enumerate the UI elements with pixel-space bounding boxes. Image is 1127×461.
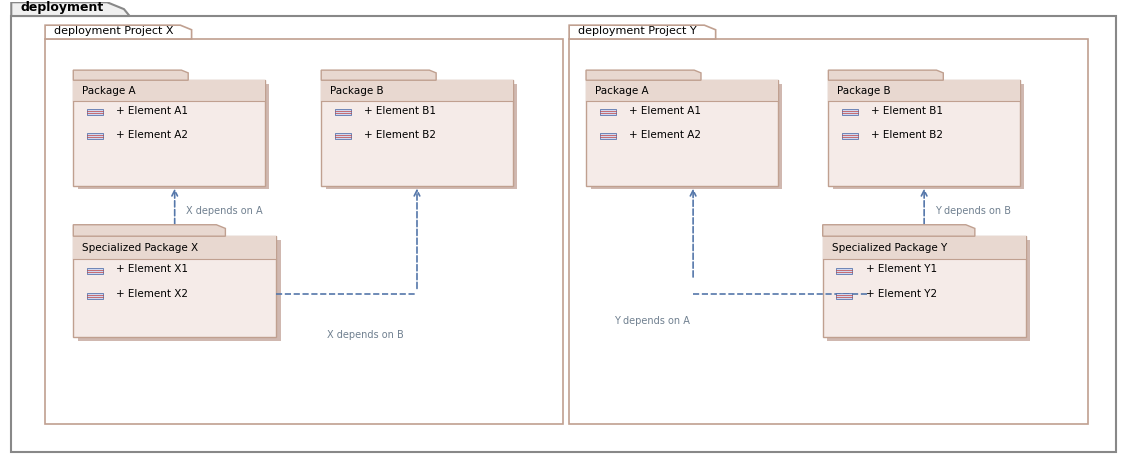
Text: + Element B2: + Element B2 [364,130,436,140]
Polygon shape [569,25,716,39]
FancyBboxPatch shape [73,236,276,337]
FancyBboxPatch shape [87,109,103,115]
Text: + Element A2: + Element A2 [116,130,188,140]
Text: Package A: Package A [595,86,649,95]
Polygon shape [73,70,188,80]
Text: + Element B2: + Element B2 [871,130,943,140]
Polygon shape [586,70,701,80]
FancyBboxPatch shape [586,80,778,101]
FancyBboxPatch shape [321,80,513,101]
FancyBboxPatch shape [78,84,269,189]
FancyBboxPatch shape [827,240,1030,341]
Text: + Element A2: + Element A2 [629,130,701,140]
Text: + Element B1: + Element B1 [871,106,943,116]
FancyBboxPatch shape [73,80,265,186]
Text: X depends on B: X depends on B [327,330,403,340]
Text: X depends on A: X depends on A [186,206,263,216]
Text: deployment: deployment [20,1,104,14]
FancyBboxPatch shape [828,80,1020,101]
Text: Specialized Package X: Specialized Package X [82,242,198,253]
FancyBboxPatch shape [828,80,1020,186]
Polygon shape [828,70,943,80]
FancyBboxPatch shape [836,293,852,299]
Text: Package A: Package A [82,86,136,95]
FancyBboxPatch shape [321,80,513,186]
FancyBboxPatch shape [842,109,858,115]
Text: + Element X2: + Element X2 [116,290,188,300]
FancyBboxPatch shape [842,133,858,139]
FancyBboxPatch shape [87,133,103,139]
Text: + Element A1: + Element A1 [629,106,701,116]
FancyBboxPatch shape [73,236,276,259]
FancyBboxPatch shape [11,16,1116,452]
Text: + Element Y1: + Element Y1 [866,264,937,274]
FancyBboxPatch shape [326,84,517,189]
Text: deployment Project X: deployment Project X [54,26,174,36]
Text: + Element A1: + Element A1 [116,106,188,116]
Text: Specialized Package Y: Specialized Package Y [832,242,947,253]
Text: + Element B1: + Element B1 [364,106,436,116]
Polygon shape [321,70,436,80]
FancyBboxPatch shape [600,133,615,139]
Text: Y depends on A: Y depends on A [614,316,690,326]
FancyBboxPatch shape [823,236,1026,337]
Text: deployment Project Y: deployment Project Y [578,26,696,36]
FancyBboxPatch shape [836,268,852,273]
Text: Y depends on B: Y depends on B [935,206,1011,216]
FancyBboxPatch shape [335,133,350,139]
FancyBboxPatch shape [335,109,350,115]
Polygon shape [45,25,192,39]
Text: Package B: Package B [330,86,384,95]
FancyBboxPatch shape [87,293,103,299]
Polygon shape [11,2,130,16]
Text: + Element X1: + Element X1 [116,264,188,274]
FancyBboxPatch shape [833,84,1024,189]
Polygon shape [823,225,975,236]
FancyBboxPatch shape [73,80,265,101]
FancyBboxPatch shape [823,236,1026,259]
Polygon shape [73,225,225,236]
FancyBboxPatch shape [600,109,615,115]
Text: + Element Y2: + Element Y2 [866,290,937,300]
Text: Package B: Package B [837,86,891,95]
FancyBboxPatch shape [586,80,778,186]
FancyBboxPatch shape [87,268,103,273]
FancyBboxPatch shape [591,84,782,189]
FancyBboxPatch shape [45,39,564,424]
FancyBboxPatch shape [78,240,281,341]
FancyBboxPatch shape [569,39,1088,424]
